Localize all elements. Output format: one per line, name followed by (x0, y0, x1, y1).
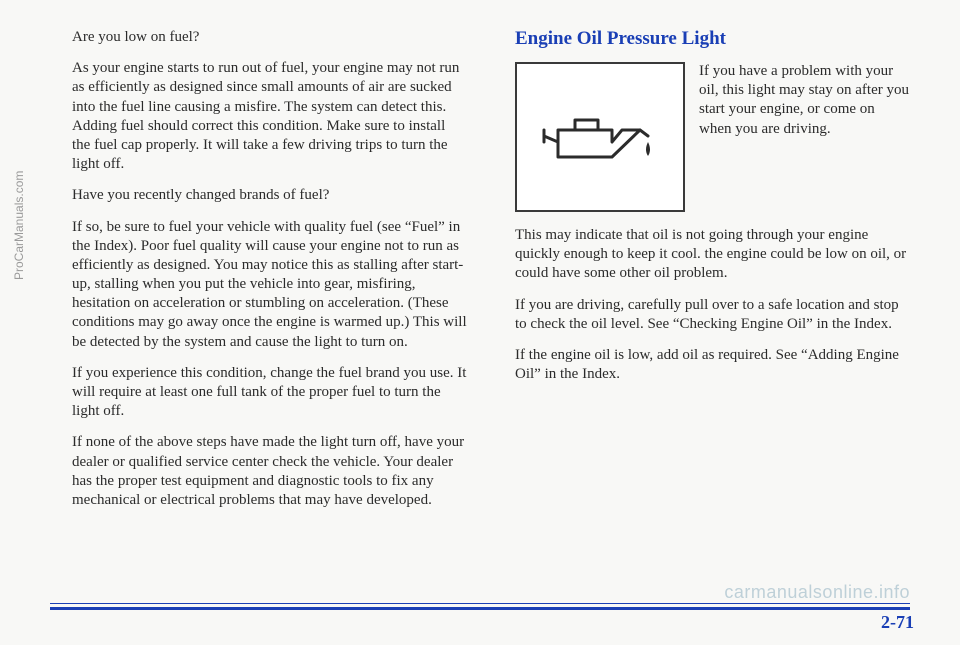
oil-can-icon (540, 102, 660, 172)
bottom-divider (50, 603, 910, 609)
bottom-watermark: carmanualsonline.info (724, 582, 910, 603)
icon-with-text-row: If you have a problem with your oil, thi… (515, 62, 910, 212)
page-content: Are you low on fuel? As your engine star… (0, 0, 960, 522)
oil-pressure-icon-box (515, 62, 685, 212)
side-watermark: ProCarManuals.com (12, 171, 26, 280)
right-p2: If you are driving, carefully pull over … (515, 296, 910, 334)
right-p1: This may indicate that oil is not going … (515, 226, 910, 284)
icon-text: If you have a problem with your oil, thi… (699, 62, 910, 139)
section-heading: Engine Oil Pressure Light (515, 28, 910, 50)
left-column: Are you low on fuel? As your engine star… (72, 28, 467, 522)
page-number: 2-71 (881, 612, 914, 633)
left-p4: If so, be sure to fuel your vehicle with… (72, 218, 467, 352)
right-p3: If the engine oil is low, add oil as req… (515, 346, 910, 384)
left-p5: If you experience this condition, change… (72, 364, 467, 422)
icon-side-text: If you have a problem with your oil, thi… (699, 62, 910, 212)
right-column: Engine Oil Pressure Light If you have a … (515, 28, 910, 522)
left-p6: If none of the above steps have made the… (72, 433, 467, 510)
left-p2: As your engine starts to run out of fuel… (72, 59, 467, 174)
left-p1: Are you low on fuel? (72, 28, 467, 47)
left-p3: Have you recently changed brands of fuel… (72, 186, 467, 205)
